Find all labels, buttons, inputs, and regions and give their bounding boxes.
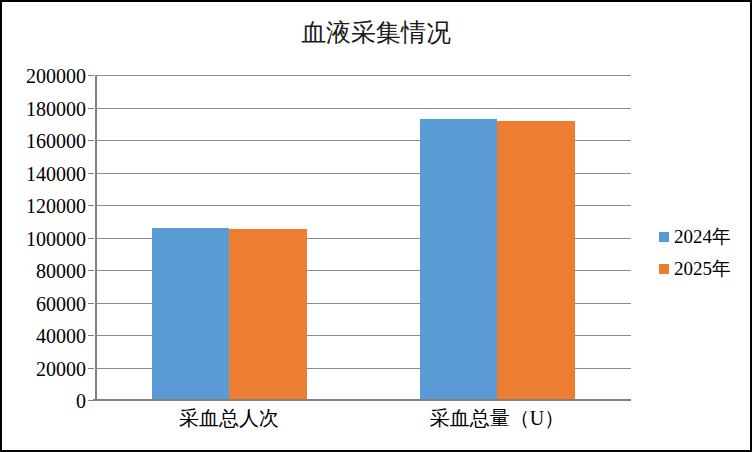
chart-canvas: 血液采集情况 0 20000 40000 60000 80000 100000 120000…	[0, 0, 752, 452]
bar-2024年-采血总量（U）	[420, 119, 498, 399]
legend-swatch-2024年	[659, 232, 669, 242]
plot-area	[95, 76, 631, 401]
gridline	[95, 108, 631, 109]
y-tick-label: 80000	[2, 260, 86, 282]
y-axis-tick	[88, 238, 94, 239]
legend-item: 2024年	[659, 225, 731, 248]
y-tick-label: 120000	[2, 195, 86, 217]
y-axis-tick	[88, 173, 94, 174]
x-axis-line	[93, 399, 631, 401]
y-axis-tick	[88, 140, 94, 141]
y-tick-label: 40000	[2, 325, 86, 347]
y-tick-label: 200000	[2, 65, 86, 87]
chart-title: 血液采集情况	[2, 18, 750, 48]
y-tick-label: 180000	[2, 98, 86, 120]
y-axis-tick	[88, 368, 94, 369]
legend: 2024年 2025年	[659, 225, 731, 289]
y-axis-tick	[88, 335, 94, 336]
y-axis-tick	[88, 270, 94, 271]
y-axis-tick	[88, 205, 94, 206]
y-axis-line	[95, 76, 97, 401]
y-tick-label: 0	[2, 390, 86, 412]
bar-2025年-采血总人次	[229, 229, 307, 399]
legend-label: 2024年	[674, 225, 731, 248]
y-tick-label: 100000	[2, 228, 86, 250]
legend-label: 2025年	[674, 257, 731, 280]
y-tick-label: 160000	[2, 130, 86, 152]
legend-item: 2025年	[659, 257, 731, 280]
legend-swatch-2025年	[659, 264, 669, 274]
bar-2024年-采血总人次	[152, 228, 230, 399]
bar-2025年-采血总量（U）	[497, 121, 575, 399]
y-tick-label: 140000	[2, 163, 86, 185]
y-axis-tick	[88, 303, 94, 304]
y-axis-tick	[88, 108, 94, 109]
y-tick-label: 60000	[2, 293, 86, 315]
x-category-label: 采血总量（U）	[363, 406, 631, 430]
y-axis-tick	[88, 75, 94, 76]
y-tick-label: 20000	[2, 358, 86, 380]
x-category-label: 采血总人次	[95, 406, 363, 430]
gridline	[95, 75, 631, 76]
